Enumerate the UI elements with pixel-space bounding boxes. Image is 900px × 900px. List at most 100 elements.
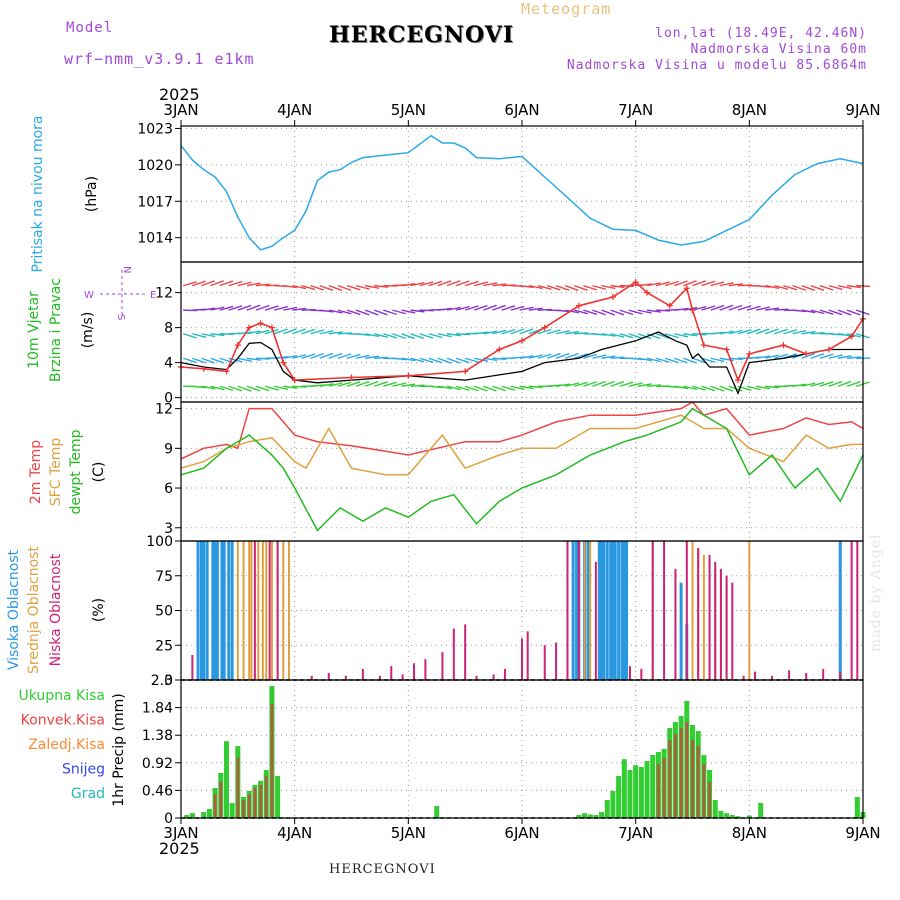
cloud-low-bar — [452, 628, 455, 680]
wind-arrow — [755, 328, 770, 335]
wind-arrow — [701, 305, 716, 311]
wind-arrow — [210, 357, 224, 364]
wind-arrow — [610, 333, 625, 338]
precip-total-bar — [621, 759, 627, 818]
precip-total-bar — [627, 770, 633, 818]
y-tick-label: 2.3 — [151, 673, 173, 689]
wind-gust-point — [666, 302, 673, 309]
wind-arrow — [483, 282, 498, 287]
wind-unit: (m/s) — [80, 312, 96, 349]
wind-arrow — [183, 357, 197, 364]
wind-arrow — [828, 309, 843, 316]
cloud-mid-bar — [242, 541, 245, 680]
cloud-high-bar — [617, 541, 621, 680]
wind-arrow — [592, 380, 606, 387]
wind-arrow — [446, 306, 461, 311]
wind-arrow — [474, 331, 489, 335]
wind-arrow — [619, 381, 634, 387]
wind-arrow — [683, 385, 698, 391]
wind-arrow — [201, 280, 215, 287]
wind-arrow — [455, 385, 470, 391]
wind-arrow — [592, 284, 607, 290]
precip-conv-bar — [259, 785, 263, 818]
wind-arrow — [255, 357, 271, 360]
precip-total-bar — [746, 815, 752, 818]
precip-total-bar — [593, 815, 599, 818]
wind-arrow — [510, 305, 525, 311]
wind-arrow — [783, 329, 798, 335]
wind-arrow — [564, 284, 579, 292]
wind-arrow — [519, 328, 534, 335]
precip-conv-bar — [662, 758, 666, 818]
y-tick-label: 25 — [155, 638, 173, 654]
wind-arrow — [492, 385, 506, 392]
wind-arrow — [474, 385, 488, 392]
wind-arrow — [810, 353, 825, 359]
wind-speed-line — [180, 331, 863, 396]
cloud-low-bar — [378, 675, 381, 680]
cloud-high-bar — [199, 541, 203, 680]
cloud-low-bar — [464, 624, 467, 680]
wind-arrow — [237, 357, 252, 362]
wind-arrow — [455, 305, 470, 311]
cloud-mid-bar — [287, 541, 290, 680]
cloud-low-bar — [628, 666, 631, 680]
wind-arrow — [428, 333, 443, 339]
wind-arrow — [765, 385, 780, 389]
wind-arrow — [646, 282, 661, 287]
cloud-high-bar — [620, 541, 624, 680]
cloud-high-bar — [213, 541, 217, 680]
wind-arrow — [255, 385, 270, 392]
wind-gust-point — [268, 324, 275, 331]
cloud-high-bar — [602, 541, 606, 680]
wind-arrow — [301, 353, 316, 359]
wind-arrow — [510, 328, 525, 335]
y-tick-label: 1014 — [137, 231, 173, 247]
wind-arrow — [837, 309, 852, 316]
cloud-mid-bar — [589, 541, 592, 680]
wind-arrow — [592, 333, 607, 336]
precip-total-bar — [633, 765, 639, 818]
wind-arrow — [364, 380, 379, 387]
cloud-high-bar — [571, 541, 575, 680]
precip-total-bar — [229, 803, 235, 818]
wind-arrow — [474, 281, 488, 287]
pressure-ylabel: Pritisak na nivou mora — [30, 115, 46, 272]
y-tick-label: 0.92 — [142, 756, 173, 772]
wind-arrow — [365, 355, 380, 359]
wind-arrow — [765, 284, 780, 289]
wind-arrow — [528, 354, 543, 359]
precip-total-bar — [576, 815, 582, 818]
wind-arrow — [283, 284, 298, 289]
wind-arrow — [828, 284, 843, 291]
wind-gust-point — [291, 377, 298, 384]
cloud-high-bar — [609, 541, 613, 680]
wind-arrow — [546, 353, 561, 359]
wind-arrow — [674, 333, 689, 338]
wind-arrow — [474, 304, 488, 311]
wind-arrow — [201, 333, 216, 338]
y-tick-label: 0 — [164, 811, 173, 827]
y-tick-label: 75 — [155, 569, 173, 585]
wind-arrow — [183, 281, 197, 287]
cloud-high-bar — [838, 541, 842, 680]
wind-arrow — [428, 357, 443, 364]
model-elevation-label: Nadmorska Visina u modelu 85.6864m — [566, 58, 867, 73]
wind-arrow — [365, 284, 380, 289]
wind-arrow — [719, 385, 734, 392]
wind-arrow — [219, 385, 234, 392]
precip-conv-bar — [679, 728, 683, 818]
cloud-low-bar — [492, 674, 495, 680]
wind-arrow — [765, 328, 779, 335]
wind-gust-point — [280, 359, 287, 366]
wind-arrow — [355, 309, 370, 316]
wind-arrow — [619, 309, 634, 316]
cloud-high-bar — [605, 541, 609, 680]
wind-arrow — [810, 284, 825, 291]
wind-arrow — [601, 333, 616, 337]
precip-total-bar — [184, 815, 190, 818]
cloud-high-bar — [625, 541, 629, 680]
wind-arrow — [401, 333, 415, 340]
x-tick-label-bottom: 5JAN — [391, 824, 426, 842]
wind-arrow — [637, 357, 652, 362]
